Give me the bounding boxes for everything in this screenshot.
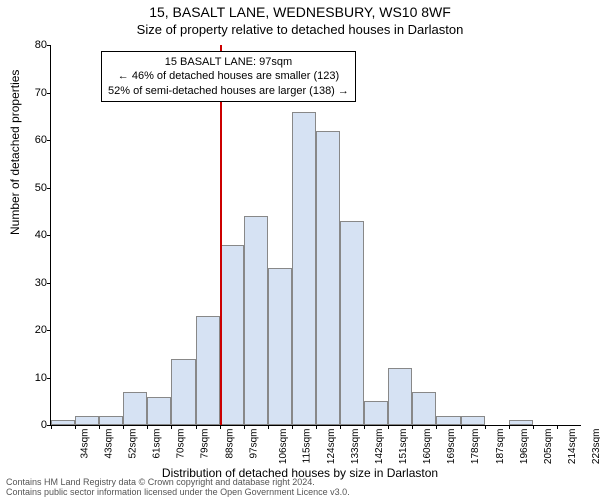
x-tick-label: 79sqm [200,429,211,459]
x-tick-label: 61sqm [152,429,163,459]
x-tick-label: 196sqm [519,429,530,465]
histogram-bar [509,420,533,425]
histogram-bar [244,216,268,425]
x-tick-label: 223sqm [591,429,600,465]
y-tick-label: 70 [19,87,47,99]
x-tick-mark [533,425,534,429]
x-tick-mark [316,425,317,429]
x-tick-mark [412,425,413,429]
histogram-bar [171,359,195,426]
y-tick-label: 80 [19,39,47,51]
x-tick-mark [123,425,124,429]
x-tick-mark [557,425,558,429]
histogram-bar [75,416,99,426]
x-tick-mark [509,425,510,429]
footer-line2: Contains public sector information licen… [6,488,350,498]
x-tick-mark [292,425,293,429]
chart-container: 15, BASALT LANE, WEDNESBURY, WS10 8WF Si… [0,0,600,500]
histogram-bar [364,401,388,425]
x-tick-mark [364,425,365,429]
annotation-line1: 15 BASALT LANE: 97sqm [108,55,349,69]
x-tick-mark [461,425,462,429]
x-tick-label: 52sqm [128,429,139,459]
x-tick-label: 43sqm [104,429,115,459]
y-tick-mark [47,140,51,141]
histogram-bar [316,131,340,426]
x-tick-label: 88sqm [224,429,235,459]
histogram-bar [388,368,412,425]
x-tick-label: 160sqm [422,429,433,465]
x-tick-mark [388,425,389,429]
x-tick-label: 97sqm [248,429,259,459]
x-tick-label: 115sqm [301,429,312,464]
y-tick-label: 20 [19,324,47,336]
x-tick-label: 205sqm [543,429,554,465]
x-tick-mark [268,425,269,429]
annotation-line2: ← 46% of detached houses are smaller (12… [108,69,349,83]
x-tick-mark [220,425,221,429]
x-tick-label: 142sqm [374,429,385,465]
y-tick-mark [47,235,51,236]
histogram-bar [196,316,220,425]
x-tick-label: 187sqm [495,429,506,465]
x-tick-label: 169sqm [446,429,457,465]
y-tick-label: 50 [19,182,47,194]
x-tick-label: 133sqm [350,429,361,465]
y-tick-mark [47,93,51,94]
chart-title-address: 15, BASALT LANE, WEDNESBURY, WS10 8WF [0,4,600,20]
annotation-box: 15 BASALT LANE: 97sqm ← 46% of detached … [101,51,356,102]
x-tick-label: 34sqm [80,429,91,459]
histogram-bar [220,245,244,426]
y-tick-mark [47,378,51,379]
x-tick-mark [147,425,148,429]
x-tick-mark [196,425,197,429]
histogram-bar [461,416,485,426]
x-tick-mark [436,425,437,429]
y-tick-mark [47,188,51,189]
x-tick-label: 151sqm [398,429,409,465]
x-tick-mark [75,425,76,429]
x-tick-label: 214sqm [567,429,578,465]
x-tick-mark [244,425,245,429]
x-tick-mark [340,425,341,429]
x-tick-mark [51,425,52,429]
x-tick-label: 178sqm [471,429,482,465]
histogram-bar [292,112,316,426]
histogram-bar [147,397,171,426]
histogram-bar [51,420,75,425]
marker-line [220,45,222,425]
y-tick-label: 10 [19,372,47,384]
histogram-bar [436,416,460,426]
histogram-bar [340,221,364,425]
annotation-line3: 52% of semi-detached houses are larger (… [108,84,349,98]
histogram-bar [123,392,147,425]
x-tick-mark [171,425,172,429]
x-tick-label: 70sqm [176,429,187,459]
x-tick-label: 124sqm [326,429,337,465]
x-tick-mark [485,425,486,429]
y-tick-mark [47,330,51,331]
y-tick-mark [47,283,51,284]
plot-area: 0102030405060708034sqm43sqm52sqm61sqm70s… [50,45,581,426]
y-tick-label: 0 [19,419,47,431]
histogram-bar [268,268,292,425]
footer-attribution: Contains HM Land Registry data © Crown c… [6,478,350,498]
y-tick-mark [47,45,51,46]
x-tick-mark [99,425,100,429]
x-tick-label: 106sqm [278,429,289,465]
histogram-bar [99,416,123,426]
y-tick-label: 30 [19,277,47,289]
y-tick-label: 60 [19,134,47,146]
histogram-bar [412,392,436,425]
chart-subtitle: Size of property relative to detached ho… [0,22,600,37]
y-tick-label: 40 [19,229,47,241]
